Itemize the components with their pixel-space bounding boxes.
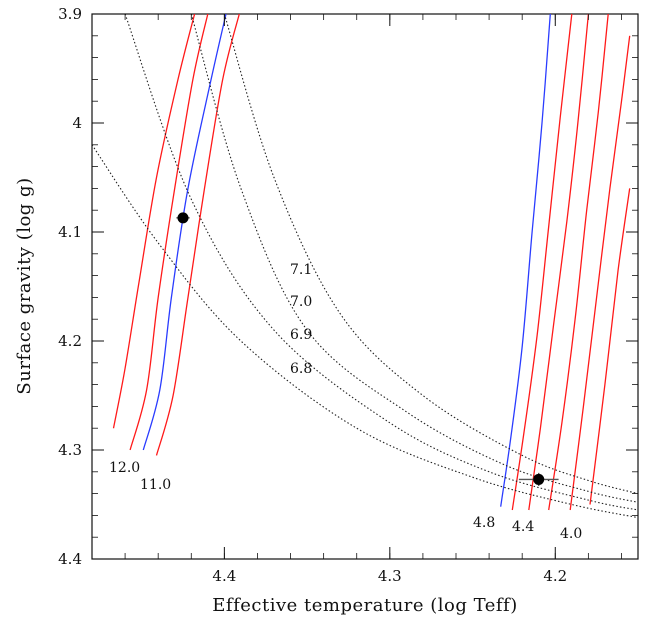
axis-ticks: 3.9 4 4.1 4.2 4.3 4.4 4.4 4.3 4.2 <box>58 5 638 585</box>
y-axis-title: Surface gravity (log g) <box>14 177 35 394</box>
track-line-0-1 <box>142 14 227 451</box>
track-line-0-3 <box>112 14 196 429</box>
y-tick-label-3: 4.2 <box>58 332 82 350</box>
isochrone-label-0: 7.1 <box>290 262 312 278</box>
track-label-0-1: 11.0 <box>140 477 171 493</box>
isochrone-label-3: 6.8 <box>290 361 312 377</box>
data-point-1 <box>533 473 545 485</box>
x-axis-title: Effective temperature (log Teff) <box>212 595 517 616</box>
plot-frame <box>91 13 639 560</box>
track-label-0-0: 12.0 <box>109 460 140 476</box>
isochrone-label-1: 7.0 <box>290 294 312 310</box>
isochrone-line-3 <box>92 144 638 519</box>
x-tick-label-0: 4.4 <box>212 567 236 585</box>
curve-labels: 7.1 7.0 6.9 6.8 12.011.0 4.8 4.4 4.0 <box>109 262 582 542</box>
isochrone-line-2 <box>124 14 638 511</box>
track-line-1-4 <box>569 35 631 511</box>
track-line-1-1 <box>511 14 573 511</box>
isochrone-curves <box>92 14 638 519</box>
isochrone-line-1 <box>190 14 638 503</box>
data-points <box>176 212 559 486</box>
evolutionary-tracks <box>112 14 631 511</box>
track-line-0-2 <box>155 14 240 456</box>
y-tick-label-1: 4 <box>72 114 82 132</box>
x-tick-label-2: 4.2 <box>543 567 567 585</box>
data-point-0 <box>177 212 189 224</box>
y-tick-label-5: 4.4 <box>58 550 82 568</box>
track-label-1-2: 4.0 <box>560 526 582 542</box>
track-label-1-0: 4.8 <box>473 515 495 531</box>
track-line-1-0 <box>500 14 551 507</box>
isochrone-line-0 <box>223 14 638 495</box>
y-tick-label-2: 4.1 <box>58 223 82 241</box>
track-line-0-0 <box>129 14 209 451</box>
track-line-1-2 <box>528 14 590 511</box>
track-line-1-3 <box>548 14 609 511</box>
track-line-1-5 <box>589 188 631 505</box>
y-tick-label-4: 4.3 <box>58 441 82 459</box>
track-label-1-1: 4.4 <box>512 519 534 535</box>
isochrone-label-2: 6.9 <box>290 327 312 343</box>
x-tick-label-1: 4.3 <box>378 567 402 585</box>
y-tick-label-0: 3.9 <box>58 5 82 23</box>
